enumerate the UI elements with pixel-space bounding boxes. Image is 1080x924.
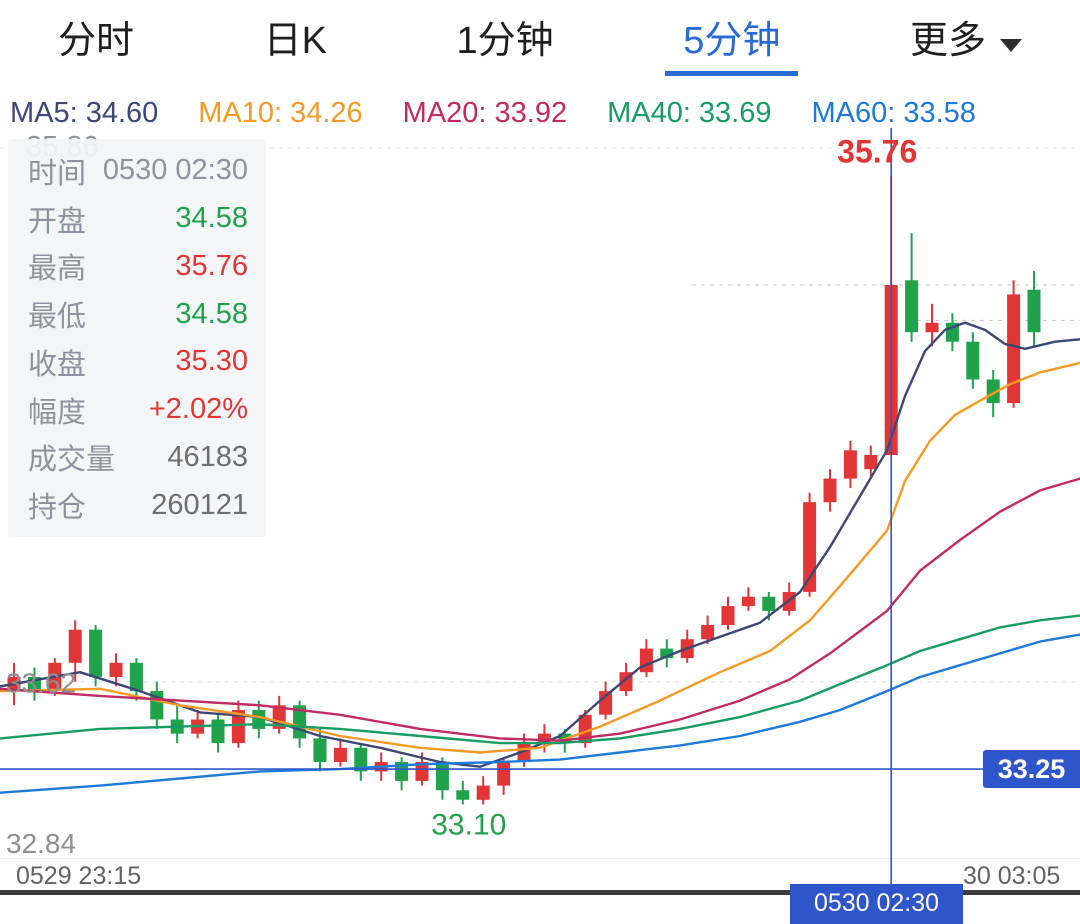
x-axis-label-right: 30 03:05 xyxy=(963,862,1061,890)
crosshair-price-badge: 33.25 xyxy=(983,750,1080,789)
candle-body xyxy=(741,596,755,607)
tab-5min[interactable]: 5分钟 xyxy=(665,6,799,76)
tooltip-value: +2.02% xyxy=(148,393,248,426)
candle-body xyxy=(476,785,490,800)
candle-body xyxy=(721,606,735,625)
candle-body xyxy=(660,648,674,658)
candle-body xyxy=(129,662,143,692)
ma-indicator-row: MA5: 34.60 MA10: 34.26 MA20: 33.92 MA40: 33.… xyxy=(10,97,976,130)
tooltip-label: 收盘 xyxy=(28,348,87,381)
candle-body xyxy=(415,762,429,781)
ma-line-MA5 xyxy=(0,321,1080,768)
tab-more-label: 更多 xyxy=(909,20,986,62)
tooltip-value: 0530 02:30 xyxy=(102,154,248,187)
tooltip-row-change: 幅度 +2.02% xyxy=(28,389,248,431)
tooltip-label: 时间 xyxy=(28,157,87,190)
candle-body xyxy=(843,450,857,479)
tooltip-value: 34.58 xyxy=(175,297,248,330)
tooltip-value: 35.76 xyxy=(175,249,248,282)
ma10-indicator: MA10: 34.26 xyxy=(198,97,362,130)
candle-body xyxy=(333,747,347,762)
candle-body xyxy=(313,738,327,762)
tab-daily-k[interactable]: 日K xyxy=(263,20,327,62)
y-axis-label: 32.84 xyxy=(6,828,76,859)
tooltip-label: 持仓 xyxy=(28,492,87,525)
tab-1min[interactable]: 1分钟 xyxy=(456,20,554,62)
ohlc-tooltip-panel: 时间 0530 02:30 开盘 34.58 最高 35.76 最低 34.58 收盘 3… xyxy=(8,139,266,537)
low-price-label: 33.10 xyxy=(431,808,506,841)
candle-body xyxy=(639,648,653,673)
ma40-value: 33.69 xyxy=(698,97,772,129)
candle-body xyxy=(701,625,715,640)
x-axis-divider xyxy=(0,858,1080,859)
ma5-label: MA5: xyxy=(10,97,78,129)
ma60-value: 33.58 xyxy=(903,97,976,129)
tooltip-row-time: 时间 0530 02:30 xyxy=(28,150,248,192)
candle-body xyxy=(905,280,919,333)
tooltip-value: 34.58 xyxy=(175,202,248,235)
candle-body xyxy=(211,719,225,744)
candle-body xyxy=(109,662,123,677)
crosshair-time-badge: 0530 02:30 xyxy=(790,884,963,924)
candle-body xyxy=(823,478,837,503)
candle-body xyxy=(803,502,817,592)
tooltip-label: 开盘 xyxy=(28,205,87,238)
ma-line-MA60 xyxy=(0,633,1080,794)
chevron-down-icon xyxy=(999,38,1022,52)
tooltip-row-open: 开盘 34.58 xyxy=(28,198,248,240)
candle-body xyxy=(966,341,980,380)
candle-body xyxy=(354,747,368,772)
timeframe-tab-bar: 分时 日K 1分钟 5分钟 更多 xyxy=(0,0,1080,82)
candle-body xyxy=(599,691,613,715)
tooltip-row-high: 最高 35.76 xyxy=(28,245,248,287)
candle-body xyxy=(89,629,103,677)
ma10-label: MA10: xyxy=(198,97,283,129)
tooltip-row-close: 收盘 35.30 xyxy=(28,341,248,383)
tooltip-label: 幅度 xyxy=(28,396,87,429)
candle-body xyxy=(537,733,551,743)
tooltip-label: 最低 xyxy=(28,301,87,334)
candle-body xyxy=(497,762,511,786)
candle-body xyxy=(1007,294,1021,403)
ma-line-MA20 xyxy=(0,477,1080,742)
ma60-label: MA60: xyxy=(811,97,896,129)
ma40-label: MA40: xyxy=(607,97,691,129)
ma20-value: 33.92 xyxy=(494,97,568,129)
tooltip-value: 260121 xyxy=(151,488,248,521)
ma60-indicator: MA60: 33.58 xyxy=(811,97,975,130)
ma5-value: 34.60 xyxy=(85,97,159,129)
ma-line-MA40 xyxy=(0,614,1080,745)
ma20-indicator: MA20: 33.92 xyxy=(403,97,567,130)
candle-body xyxy=(762,596,776,611)
tooltip-label: 成交量 xyxy=(28,444,116,477)
tooltip-row-openinterest: 持仓 260121 xyxy=(28,484,248,526)
tab-more[interactable]: 更多 xyxy=(908,6,1024,76)
candle-body xyxy=(986,379,1000,404)
candle-body xyxy=(68,629,82,663)
candle-body xyxy=(925,322,939,333)
tooltip-label: 最高 xyxy=(28,253,87,286)
bottom-edge-bar xyxy=(0,890,1080,895)
high-price-label: 35.76 xyxy=(837,133,917,169)
tooltip-row-low: 最低 34.58 xyxy=(28,293,248,335)
ma20-label: MA20: xyxy=(402,97,487,129)
tooltip-value: 35.30 xyxy=(175,345,248,378)
candle-body xyxy=(231,710,245,744)
tooltip-value: 46183 xyxy=(167,440,248,473)
ma10-value: 34.26 xyxy=(290,97,363,129)
candle-body xyxy=(252,710,266,729)
candle-body xyxy=(864,455,878,470)
kline-chart[interactable]: 35.76 33.10 33.62 32.84 xyxy=(0,0,1080,895)
candle-body xyxy=(435,762,449,791)
candle-body xyxy=(578,714,592,744)
tab-timeshare[interactable]: 分时 xyxy=(58,20,135,62)
ma5-indicator: MA5: 34.60 xyxy=(10,97,158,130)
y-axis-label: 33.62 xyxy=(6,668,76,699)
x-axis-label-left: 0529 23:15 xyxy=(16,862,142,890)
ma40-indicator: MA40: 33.69 xyxy=(607,97,771,130)
candle-body xyxy=(1027,289,1041,333)
tooltip-row-volume: 成交量 46183 xyxy=(28,436,248,478)
candle-body xyxy=(456,790,470,800)
